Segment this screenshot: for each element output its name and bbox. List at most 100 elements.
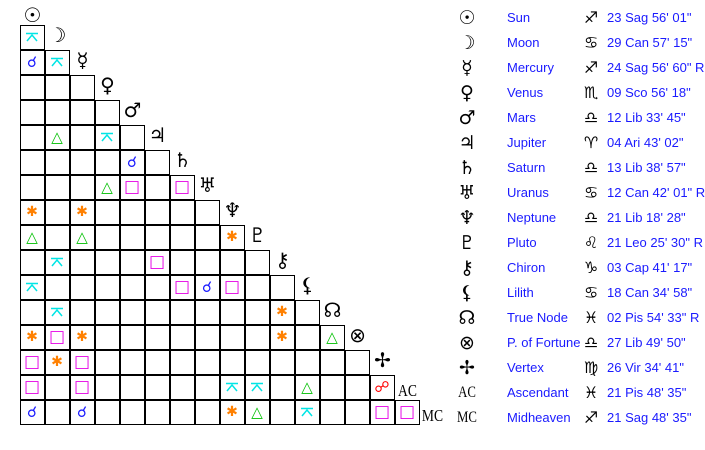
aspect-cell: ☌: [19, 49, 45, 75]
aspect-cell: [44, 399, 70, 425]
quincunx-icon: [51, 257, 63, 267]
square-icon: □: [23, 351, 41, 372]
planet-row: ✢ Vertex ♍ 26 Vir 34' 41": [452, 355, 705, 380]
aspect-cell: [144, 274, 170, 300]
aspect-cell: [44, 49, 70, 75]
aspect-cell: [19, 74, 45, 100]
square-icon: □: [23, 376, 41, 397]
jupiter-icon: ♃: [148, 122, 167, 147]
aspect-cell: [244, 249, 270, 275]
aspect-cell: [269, 374, 295, 400]
planet-row: ☊ True Node ♓ 02 Pis 54' 33" R: [452, 305, 705, 330]
aspect-cell: [219, 374, 245, 400]
aspect-cell: ✱: [269, 324, 295, 350]
aspect-cell: ✱: [69, 324, 95, 350]
aspect-cell: [269, 274, 295, 300]
planet-name: Lilith: [507, 285, 534, 300]
conjunction-icon: ☌: [126, 152, 138, 171]
planet-position: 21 Pis 48' 35": [607, 385, 687, 400]
aspect-cell: [194, 224, 220, 250]
trine-icon: △: [326, 327, 338, 346]
aspect-cell: [269, 349, 295, 375]
aspect-cell: [19, 124, 45, 150]
aspect-cell: [144, 199, 170, 225]
planet-row: ☿ Mercury ♐ 24 Sag 56' 60" R: [452, 55, 705, 80]
aspect-cell: [69, 299, 95, 325]
conjunction-icon: ☌: [201, 277, 213, 296]
conjunction-icon: ☌: [26, 52, 38, 71]
aspect-cell: [19, 149, 45, 175]
true-node-icon: ☊: [458, 306, 476, 329]
aspect-cell: [169, 399, 195, 425]
quincunx-icon: [51, 57, 63, 67]
aspect-cell: [194, 349, 220, 375]
aspect-grid: ☉ ☽ ☿ ☌ ♀ ♂ ♃ △ ♄ ☌ ♅ △ □ □ ♆ ✱ ✱ ♇ △ △ ✱ ⚷ □ ⚸ □ ☌ □ ☊ ✱ ⊗ ✱ □ ✱ ✱ △ ✢ □ ✱ □ A…: [19, 3, 443, 425]
trine-icon: △: [51, 127, 63, 146]
planet-name: True Node: [507, 310, 568, 325]
zodiac-sign-icon: ♐: [583, 8, 599, 27]
aspect-cell: [94, 224, 120, 250]
aspect-cell: ✱: [269, 299, 295, 325]
planet-position: 21 Lib 18' 28": [607, 210, 686, 225]
aspect-cell: [144, 224, 170, 250]
aspect-cell: [294, 399, 320, 425]
planet-name: Mercury: [507, 60, 554, 75]
aspect-cell: [244, 299, 270, 325]
aspect-cell: ☌: [69, 399, 95, 425]
aspect-cell: [219, 299, 245, 325]
aspect-cell: [94, 374, 120, 400]
aspect-cell: [19, 174, 45, 200]
planet-name: Jupiter: [507, 135, 547, 150]
aspect-cell: [294, 299, 320, 325]
aspect-cell: [244, 324, 270, 350]
neptune-icon: ♆: [223, 197, 242, 222]
square-icon: □: [148, 251, 166, 272]
mars-icon: ♂: [123, 97, 142, 122]
aspect-cell: [194, 299, 220, 325]
sextile-icon: ✱: [26, 329, 38, 345]
sextile-icon: ✱: [226, 404, 238, 420]
aspect-cell: □: [169, 274, 195, 300]
aspect-cell: [69, 274, 95, 300]
aspect-cell: ☌: [194, 274, 220, 300]
aspect-cell: [119, 249, 145, 275]
aspect-cell: [144, 374, 170, 400]
planet-position: 27 Lib 49' 50": [607, 335, 686, 350]
uranus-icon: ♅: [458, 181, 476, 204]
conjunction-icon: ☌: [76, 402, 88, 421]
ascendant-label: AC: [398, 380, 417, 400]
planet-row: MC Midheaven ♐ 21 Sag 48' 35": [452, 405, 705, 430]
planet-position: 29 Can 57' 15": [607, 35, 693, 50]
aspect-cell: [44, 374, 70, 400]
aspect-cell: [69, 124, 95, 150]
aspect-cell: △: [294, 374, 320, 400]
square-icon: □: [398, 401, 416, 422]
square-icon: □: [373, 401, 391, 422]
pluto-icon: ♇: [458, 231, 476, 254]
zodiac-sign-icon: ♍: [583, 358, 599, 377]
planet-position: 13 Lib 38' 57": [607, 160, 686, 175]
aspect-cell: [344, 399, 370, 425]
aspect-cell: [44, 174, 70, 200]
aspect-cell: [44, 299, 70, 325]
planet-position: 26 Vir 34' 41": [607, 360, 684, 375]
aspect-cell: [119, 399, 145, 425]
aspect-cell: [69, 74, 95, 100]
planet-row: ☽ Moon ♋ 29 Can 57' 15": [452, 30, 705, 55]
sextile-icon: ✱: [276, 304, 288, 320]
quincunx-icon: [51, 307, 63, 317]
aspect-cell: [44, 74, 70, 100]
vertex-icon: ✢: [374, 347, 391, 372]
planet-position: 21 Sag 48' 35": [607, 410, 692, 425]
zodiac-sign-icon: ♎: [583, 208, 599, 227]
aspect-cell: [69, 149, 95, 175]
aspect-cell: □: [369, 399, 395, 425]
aspect-cell: [169, 224, 195, 250]
part-of-fortune-icon: ⊗: [459, 331, 475, 354]
aspect-cell: [69, 99, 95, 125]
aspect-cell: ✱: [219, 399, 245, 425]
planet-row: ♃ Jupiter ♈ 04 Ari 43' 02": [452, 130, 705, 155]
true-node-icon: ☊: [323, 297, 342, 322]
aspect-cell: [119, 299, 145, 325]
planet-name: Moon: [507, 35, 540, 50]
